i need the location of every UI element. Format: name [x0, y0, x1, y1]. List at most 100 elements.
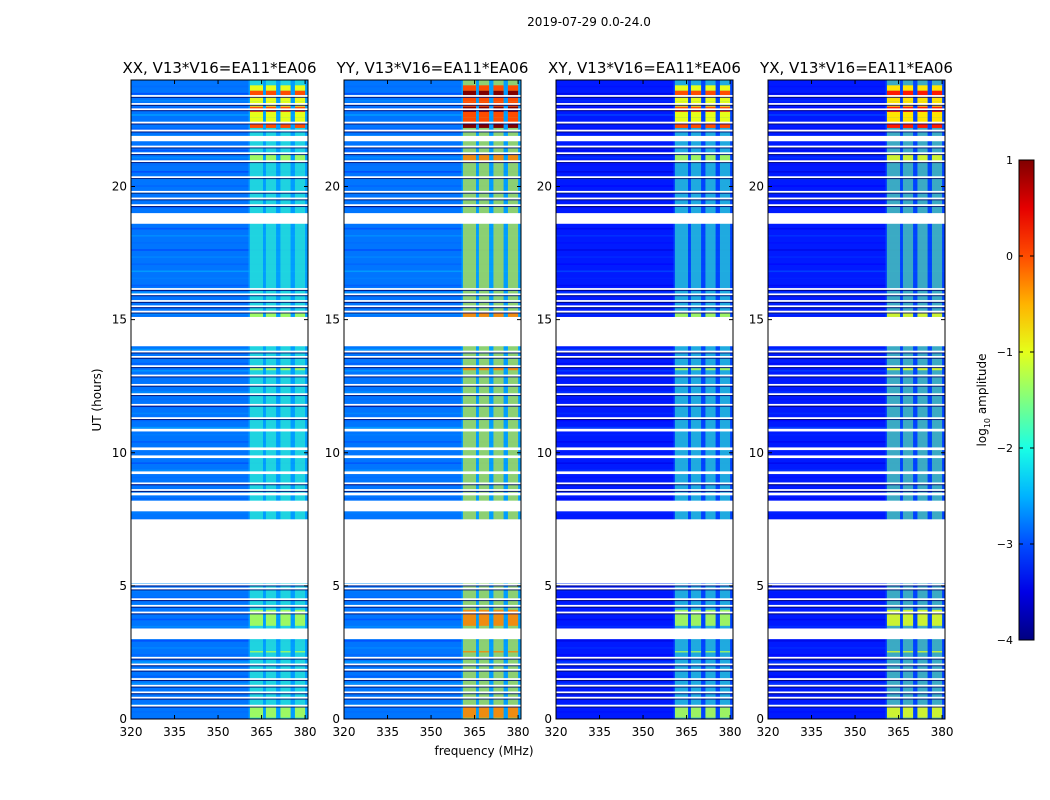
data-gap: [768, 447, 945, 451]
rfi-strong-cell: [249, 117, 264, 123]
flag-line-edge: [556, 110, 733, 112]
flag-line: [768, 403, 945, 406]
texture-row: [344, 298, 521, 301]
flag-line: [768, 704, 945, 707]
rfi-bright-segment: [265, 609, 277, 626]
texture-row: [768, 369, 945, 372]
texture-row: [556, 512, 733, 514]
rfi-bright-segment: [690, 311, 702, 317]
flag-line-edge: [768, 199, 945, 201]
rfi-bright-segment: [493, 609, 504, 626]
texture-row: [768, 640, 945, 642]
texture-row: [344, 206, 521, 209]
texture-row: [344, 291, 521, 294]
texture-row: [131, 441, 308, 443]
flag-line-edge: [344, 686, 521, 688]
y-tick-label: 0: [119, 712, 127, 726]
flag-line-edge: [556, 665, 733, 667]
texture-row: [344, 256, 521, 258]
flag-line-edge: [344, 357, 521, 359]
flag-line: [556, 704, 733, 707]
rfi-strong-cell: [886, 85, 901, 91]
flag-line-edge: [131, 600, 308, 602]
texture-row: [344, 682, 521, 685]
texture-row: [556, 163, 733, 166]
flag-line-edge: [768, 301, 945, 303]
panel-frame: [343, 79, 522, 720]
flag-line: [556, 611, 733, 614]
texture-row: [131, 114, 308, 116]
panel-1: XX, V13*V16=EA11*EA06 320 335 350 365 380 0 5 10…: [112, 59, 317, 739]
rfi-bright-segment: [690, 154, 702, 163]
flag-line-edge: [556, 679, 733, 681]
rfi-strong-cell: [674, 85, 689, 91]
data-gap: [556, 519, 733, 584]
flag-line-edge: [131, 154, 308, 156]
texture-row: [131, 234, 308, 237]
flag-line-edge: [768, 357, 945, 359]
y-tick-label: 0: [332, 712, 340, 726]
flag-line: [768, 383, 945, 386]
texture-row: [556, 227, 733, 230]
texture-row: [556, 625, 733, 628]
texture-row: [556, 433, 733, 436]
flag-line-edge: [768, 178, 945, 180]
rfi-strong-cell: [690, 111, 702, 118]
texture-row: [556, 185, 733, 187]
flag-line-edge: [344, 199, 521, 201]
rfi-bright-segment: [493, 311, 504, 317]
flag-line-edge: [131, 585, 308, 587]
rfi-bright-segment: [886, 311, 901, 317]
flag-line-edge: [131, 357, 308, 359]
flag-line: [556, 383, 733, 386]
y-tick-label: 5: [756, 579, 764, 593]
y-tick-label: 10: [749, 446, 764, 460]
flag-line: [131, 696, 308, 699]
rfi-strong-cell: [462, 95, 477, 102]
x-tick-label: 335: [588, 725, 611, 739]
flag-line-edge: [344, 589, 521, 591]
texture-row: [344, 625, 521, 628]
flag-line: [344, 383, 521, 386]
flag-line-edge: [344, 367, 521, 369]
texture-row: [131, 640, 308, 642]
flag-line: [344, 145, 521, 148]
rfi-bright-segment: [493, 154, 504, 163]
y-tick-label: 10: [112, 446, 127, 460]
panel-title: XX, V13*V16=EA11*EA06: [122, 59, 316, 77]
texture-row: [768, 682, 945, 685]
texture-row: [344, 313, 521, 315]
flag-line: [344, 95, 521, 97]
rfi-bright-segment: [719, 311, 731, 317]
texture-row: [768, 412, 945, 415]
texture-row: [344, 647, 521, 649]
texture-row: [131, 284, 308, 287]
flag-line-edge: [768, 484, 945, 486]
flag-line-edge: [131, 307, 308, 309]
flag-line-edge: [556, 606, 733, 608]
rfi-strong-cell: [507, 111, 519, 118]
flag-line: [768, 417, 945, 420]
texture-row: [556, 469, 733, 472]
rfi-bright-segment: [674, 367, 689, 371]
flag-line-edge: [131, 613, 308, 615]
y-tick-label: 20: [112, 180, 127, 194]
flag-line-edge: [344, 289, 521, 291]
rfi-bright-segment: [294, 705, 306, 718]
data-gap: [344, 428, 521, 432]
flag-line: [556, 190, 733, 193]
flag-line-edge: [768, 154, 945, 156]
flag-line: [131, 293, 308, 296]
data-gap: [344, 500, 521, 512]
rfi-bright-segment: [705, 651, 716, 653]
rfi-bright-segment: [917, 367, 928, 371]
rfi-channel: [705, 80, 716, 719]
x-tick-label: 320: [120, 725, 143, 739]
flag-line-edge: [556, 352, 733, 354]
rfi-strong-cell: [690, 117, 702, 123]
flag-line-edge: [131, 147, 308, 149]
texture-row: [131, 597, 308, 599]
texture-row: [131, 142, 308, 145]
flag-line: [131, 152, 308, 155]
texture-row: [556, 476, 733, 479]
